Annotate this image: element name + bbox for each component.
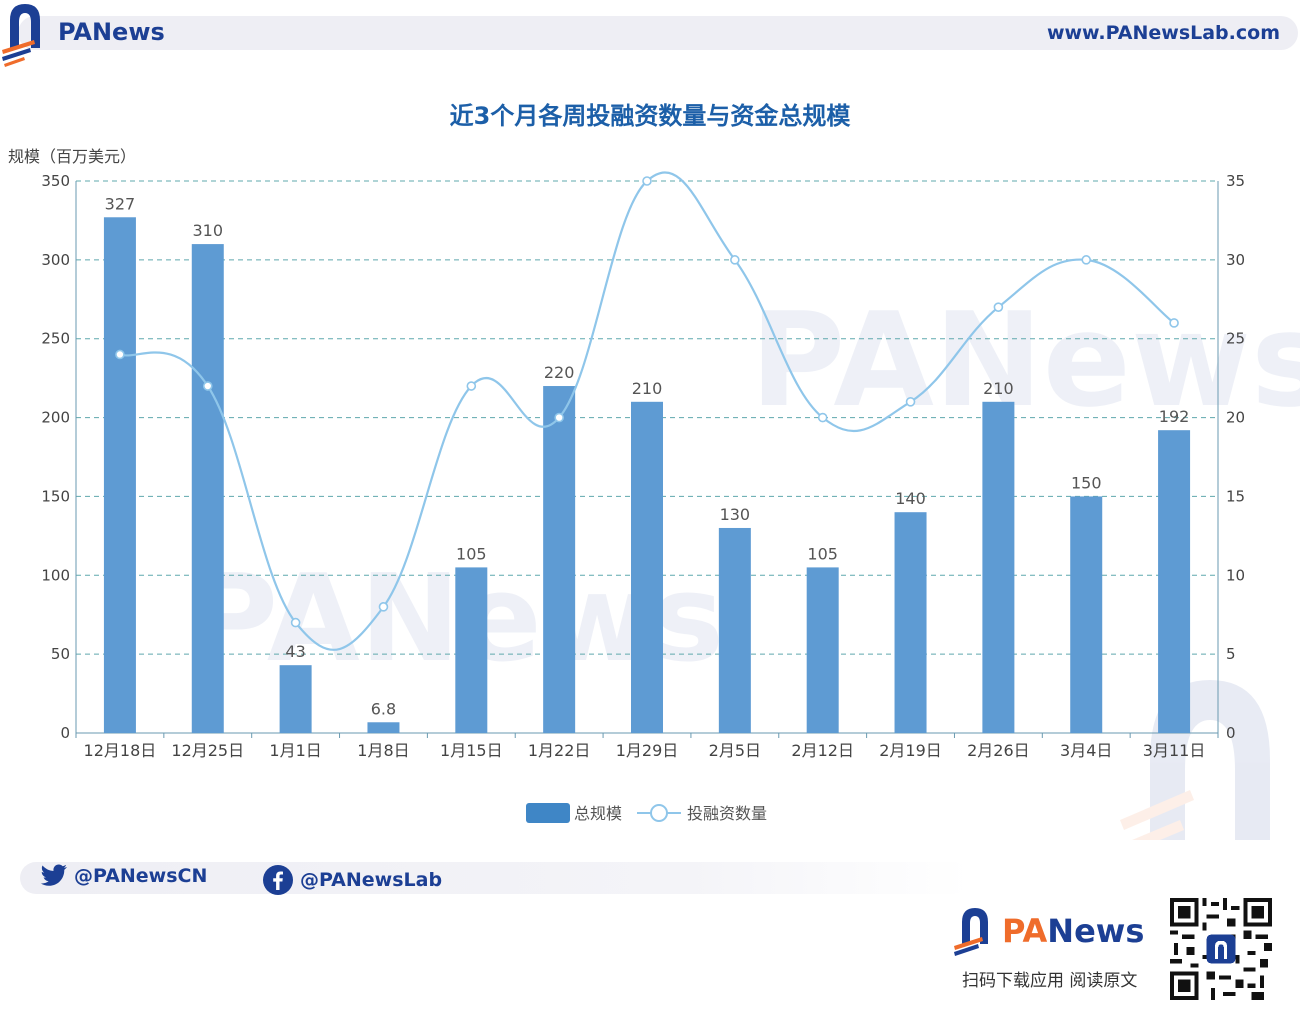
x-tick-label: 1月15日 [440,741,503,760]
x-tick-label: 3月11日 [1143,741,1206,760]
bar-value-label: 130 [720,505,751,524]
count-line-path [119,171,1175,651]
x-tick-label: 1月1日 [269,741,321,760]
y-left-tick-label: 100 [41,566,70,584]
site-url-link[interactable]: www.PANewsLab.com [1046,22,1280,44]
bar-value-label: 6.8 [371,699,396,718]
bars [103,217,1191,734]
y-right-tick-label: 25 [1226,330,1245,348]
bar-value-label: 150 [1071,473,1102,492]
y-right-tick-label: 0 [1226,724,1236,742]
facebook-handle: @PANewsLab [300,869,443,891]
bar-value-label: 310 [192,221,223,240]
header-bar [18,16,1298,50]
count-line [115,171,1179,651]
count-point [115,349,125,360]
bar-value-label: 192 [1159,407,1190,426]
x-tick-label: 3月4日 [1060,741,1112,760]
legend-bar-label: 总规模 [574,804,622,823]
count-point [905,396,916,407]
brand-name: PANews [58,18,165,46]
bar-line-chart: PANews PANews 327310436.8105220210130105… [8,147,1300,840]
y-axis-left-label: 规模（百万美元） [8,147,136,166]
panews-logo-icon [2,4,40,67]
count-point [817,412,828,423]
y-left-tick-label: 50 [51,645,70,663]
count-point [290,617,301,628]
x-tick-label: 1月22日 [528,741,591,760]
y-right-tick-label: 30 [1226,251,1245,269]
footer-caption: 扫码下载应用 阅读原文 [962,971,1138,991]
bar-labels: 327 310 43 6.8 105 220 210 130 105 140 210 150 192 [105,194,1190,718]
count-point [730,255,740,265]
y-left-tick-label: 350 [41,172,70,190]
bar-value-label: 105 [456,544,487,563]
y-right-tick-label: 35 [1226,172,1245,190]
count-point [202,381,213,391]
y-right-tick-label: 15 [1226,487,1245,505]
count-point [466,381,477,391]
y-right-tick-label: 10 [1226,566,1245,584]
y-left-tick-label: 200 [41,409,70,427]
x-tick-label: 2月26日 [967,741,1030,760]
y-right-tick-label: 5 [1226,645,1236,663]
bar [455,567,488,733]
panews-footer-logo-icon [954,908,988,956]
y-tick-labels: 0 50 100 150 200 250 300 350 0 5 10 15 20 25 30 35 [41,172,1245,742]
legend-line-label: 投融资数量 [687,804,767,823]
bar-value-label: 327 [105,194,136,213]
bar [806,567,839,733]
count-point [378,602,389,612]
y-right-tick-label: 20 [1226,409,1245,427]
x-tick-label: 1月29日 [616,741,679,760]
bar-value-label: 105 [807,544,838,563]
bar-value-label: 43 [285,642,305,661]
bar [894,512,927,733]
qr-code-icon[interactable] [1170,898,1272,1000]
social-bar [20,862,970,894]
legend: 总规模 投融资数量 [526,803,767,823]
x-tick-label: 2月12日 [791,741,854,760]
bar [103,217,136,733]
count-point [554,412,564,423]
count-point [642,176,652,186]
x-tick-label: 2月5日 [709,741,761,760]
bar [1158,430,1191,733]
x-tick-label: 12月18日 [84,741,157,760]
bar [367,722,400,733]
y-left-tick-label: 250 [41,330,70,348]
bar [718,527,751,733]
footer-brand-name: PANews [1002,912,1145,950]
y-left-tick-label: 150 [41,487,70,505]
facebook-link[interactable]: @PANewsLab [262,864,442,896]
twitter-icon [40,864,67,886]
legend-line-marker [650,804,668,822]
bar [631,401,663,733]
bar [982,401,1015,733]
twitter-handle: @PANewsCN [74,865,208,887]
facebook-icon [263,865,293,895]
count-point [1081,255,1092,265]
x-tick-label: 12月25日 [171,741,244,760]
bar-value-label: 140 [895,489,926,508]
twitter-link[interactable]: @PANewsCN [40,864,207,888]
bar [1070,496,1103,733]
bar [279,665,312,733]
bar-value-label: 210 [983,379,1014,398]
x-tick-label: 2月19日 [879,741,942,760]
bar-value-label: 210 [632,379,663,398]
y-left-tick-label: 300 [41,251,70,269]
bar [543,386,576,733]
x-tick-label: 1月8日 [357,741,409,760]
count-point [993,302,1004,312]
bar [191,244,224,734]
x-tick-labels: 12月18日 12月25日 1月1日 1月8日 1月15日 1月22日 1月29日 2月5日 2… [84,741,1206,760]
watermark-logo-icon [1120,680,1270,840]
legend-bar-swatch [526,803,570,823]
bar-value-label: 220 [544,363,575,382]
chart-title: 近3个月各周投融资数量与资金总规模 [449,102,851,130]
svg-text:PANews: PANews [750,284,1300,436]
count-point [1169,318,1179,328]
y-left-tick-label: 0 [60,724,70,742]
